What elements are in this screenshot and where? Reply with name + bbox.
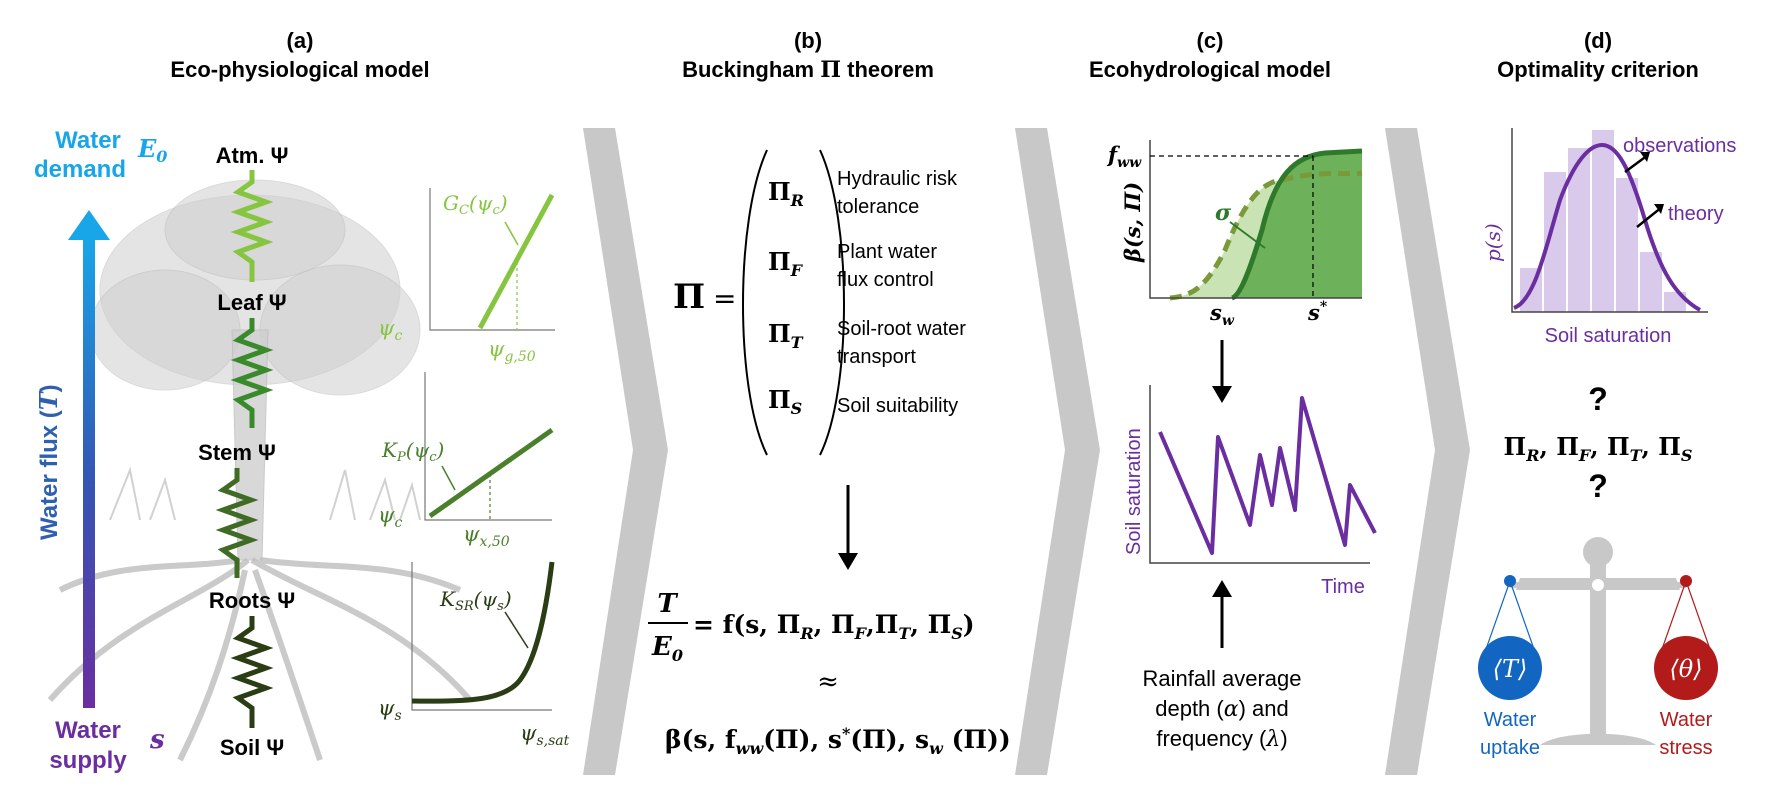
gc-x-axis: ψg,50 — [488, 337, 536, 365]
water-stress-1: Water — [1660, 709, 1713, 731]
resistor-stem-roots — [215, 468, 259, 578]
resistor-leaf-stem — [230, 318, 274, 428]
rainfall-line-2: depth (α) and — [1155, 696, 1289, 722]
sat-y-label: Soil saturation — [1123, 428, 1145, 555]
right-paren — [819, 149, 845, 456]
resistor-atm-leaf — [230, 170, 274, 282]
water-stress-2: stress — [1659, 737, 1712, 759]
pi-symbol: Π — [673, 277, 705, 317]
water-uptake-2: uptake — [1480, 737, 1540, 759]
arrow-c-down — [1212, 340, 1232, 403]
water-supply-label-1: Water — [55, 717, 121, 744]
desc-s-1: Soil suitability — [837, 395, 958, 417]
ksr-label: KSR(ψs) — [439, 587, 512, 614]
rainfall-line-3: frequency (λ) — [1156, 726, 1287, 752]
beta-axis-label: β(s, Π) — [1120, 182, 1145, 263]
panel-c: (c) Ecohydrological model σ fww β(s, Π) … — [1089, 28, 1377, 752]
node-leaf: Leaf Ψ — [217, 290, 286, 315]
node-roots: Roots Ψ — [209, 588, 295, 613]
eq-denominator: E0 — [651, 632, 683, 665]
approx-sign: ≈ — [817, 667, 839, 697]
fww-label: fww — [1106, 142, 1142, 171]
chevron-separators — [583, 128, 1470, 775]
desc-f-2: flux control — [837, 269, 934, 291]
pi-t: ΠT — [768, 319, 804, 352]
rainfall-line-1: Rainfall average — [1143, 666, 1302, 691]
equals-sign: = — [713, 282, 736, 315]
chevron-2 — [1015, 128, 1100, 775]
observations-label: observations — [1623, 135, 1736, 157]
main-equation: T E0 = f(s, ΠR, ΠF,ΠT, ΠS) ≈ β(s, fww(Π)… — [648, 589, 1011, 758]
distribution-plot: observations theory p(s) Soil saturation — [1481, 128, 1736, 347]
pi-r: ΠR — [768, 177, 804, 210]
pi-f: ΠF — [768, 247, 804, 280]
kp-x-axis: ψx,50 — [463, 522, 510, 550]
ksr-x-axis: ψs,sat — [520, 721, 570, 749]
gc-label: GC(ψc) — [443, 191, 508, 218]
desc-r-2: tolerance — [837, 196, 919, 218]
soil-saturation-label: Soil saturation — [1545, 325, 1672, 347]
panel-a-title: Eco-physiological model — [170, 57, 429, 82]
panel-b-title: Buckingham Π theorem — [682, 57, 934, 83]
question-mark-1: ? — [1588, 381, 1608, 417]
panel-b-letter: (b) — [794, 28, 822, 53]
panel-a: (a) Eco-physiological model Water flux (… — [34, 28, 570, 774]
beta-plot: σ fww β(s, Π) sw s* — [1106, 140, 1363, 329]
desc-t-1: Soil-root water — [837, 318, 966, 340]
sigma-label: σ — [1215, 200, 1232, 226]
gc-y-axis: ψc — [378, 316, 402, 344]
water-demand-label-1: Water — [55, 127, 121, 154]
curve-kp: KP(ψc) ψc ψx,50 — [378, 372, 554, 550]
flux-label: Water flux (T) — [34, 384, 63, 540]
node-atm: Atm. Ψ — [216, 143, 289, 168]
panel-d-letter: (d) — [1584, 28, 1612, 53]
water-flux-arrow — [68, 210, 110, 708]
arrow-c-up — [1212, 580, 1232, 648]
chevron-3 — [1385, 128, 1470, 775]
panel-d-title: Optimality criterion — [1497, 57, 1699, 82]
curve-ksr: KSR(ψs) ψs ψs,sat — [378, 561, 570, 749]
pi-groups-line: ΠR, ΠF, ΠT, ΠS — [1504, 432, 1693, 465]
arrow-b-down — [838, 485, 858, 570]
chevron-1 — [583, 128, 668, 775]
saturation-plot: Soil saturation Time — [1123, 385, 1377, 598]
desc-f-1: Plant water — [837, 241, 937, 263]
t-symbol: ⟨T⟩ — [1493, 655, 1528, 683]
water-demand-label-2: demand — [34, 156, 126, 183]
curve-gc: GC(ψc) ψc ψg,50 — [378, 188, 555, 365]
kp-label: KP(ψc) — [381, 438, 444, 465]
e0-symbol: E0 — [137, 134, 167, 166]
left-paren — [742, 149, 768, 456]
eq-numerator: T — [657, 589, 678, 619]
sw-label: sw — [1209, 300, 1235, 329]
sat-x-label: Time — [1321, 576, 1365, 598]
panel-a-letter: (a) — [287, 28, 314, 53]
theory-label: theory — [1668, 203, 1724, 225]
node-soil: Soil Ψ — [220, 735, 284, 760]
pi-groups: ΠR ΠF ΠT ΠS Hydraulic risk tolerance Pla… — [768, 168, 966, 418]
desc-t-2: transport — [837, 346, 916, 368]
panel-b: (b) Buckingham Π theorem Π = ΠR ΠF ΠT ΠS… — [648, 28, 1011, 758]
balance-scale: ⟨T⟩ ⟨θ⟩ — [1478, 537, 1718, 745]
ksr-y-axis: ψs — [378, 696, 402, 724]
sstar-label: s* — [1307, 299, 1328, 325]
node-stem: Stem Ψ — [198, 440, 276, 465]
desc-r-1: Hydraulic risk — [837, 168, 958, 190]
beta-expression: β(s, fww(Π), s*(Π), sw (Π)) — [665, 724, 1011, 758]
theta-symbol: ⟨θ⟩ — [1669, 655, 1702, 683]
panel-c-letter: (c) — [1197, 28, 1224, 53]
tree-silhouette — [47, 179, 473, 762]
kp-y-axis: ψc — [378, 503, 402, 531]
p-s-label: p(s) — [1481, 223, 1505, 262]
panel-d: (d) Optimality criterion observations th… — [1478, 28, 1736, 759]
pi-s: ΠS — [768, 385, 802, 418]
eq-rhs: = f(s, ΠR, ΠF,ΠT, ΠS) — [693, 610, 975, 643]
water-uptake-1: Water — [1484, 709, 1537, 731]
resistor-roots-soil — [230, 616, 274, 728]
question-mark-2: ? — [1588, 468, 1608, 504]
panel-c-title: Ecohydrological model — [1089, 57, 1331, 82]
water-supply-label-2: supply — [49, 747, 127, 774]
s-symbol: s — [149, 725, 165, 755]
